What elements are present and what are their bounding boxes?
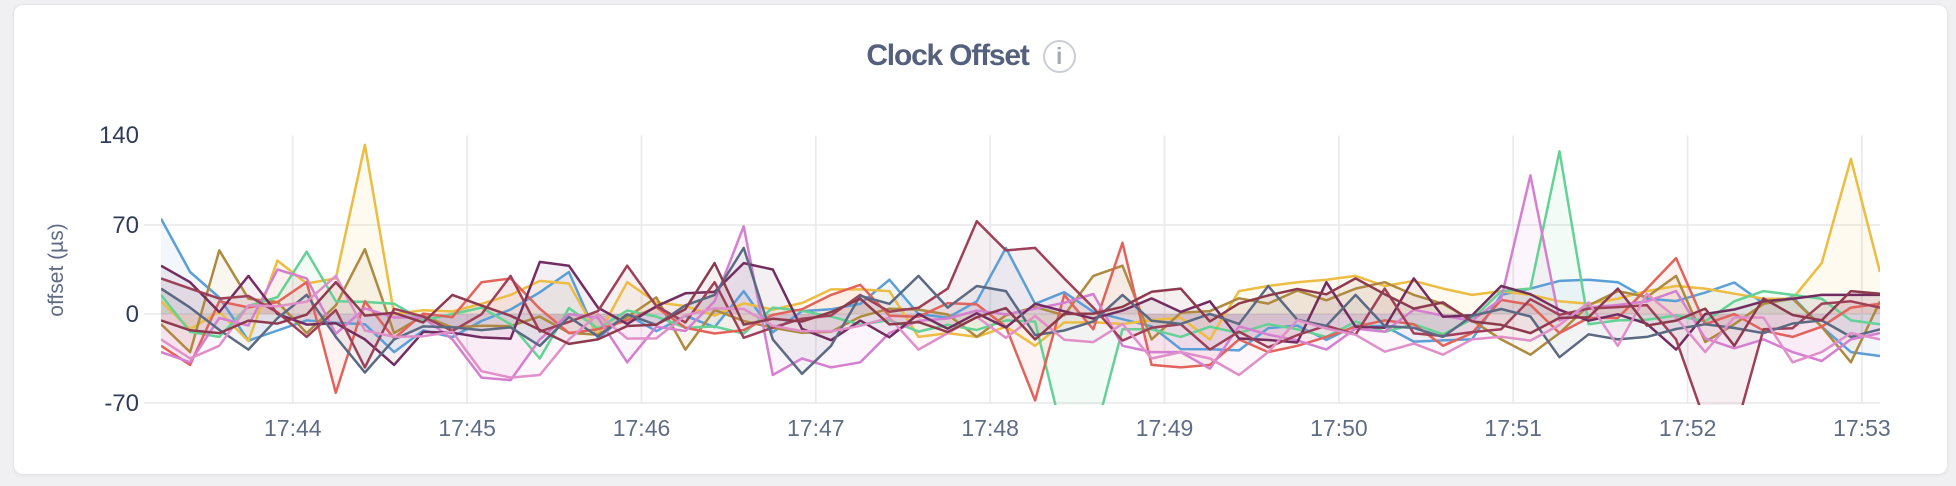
svg-text:140: 140	[99, 122, 139, 149]
svg-text:70: 70	[112, 212, 139, 239]
svg-text:17:50: 17:50	[1310, 415, 1368, 441]
svg-text:17:48: 17:48	[961, 415, 1019, 441]
svg-text:17:44: 17:44	[264, 415, 322, 441]
svg-text:17:52: 17:52	[1659, 415, 1717, 441]
svg-text:17:47: 17:47	[787, 415, 845, 441]
svg-text:-70: -70	[104, 390, 139, 417]
svg-text:17:46: 17:46	[613, 415, 671, 441]
svg-text:17:45: 17:45	[438, 415, 496, 441]
svg-text:17:49: 17:49	[1136, 415, 1194, 441]
svg-text:17:51: 17:51	[1484, 415, 1542, 441]
svg-text:17:53: 17:53	[1833, 415, 1891, 441]
svg-text:0: 0	[126, 301, 139, 328]
